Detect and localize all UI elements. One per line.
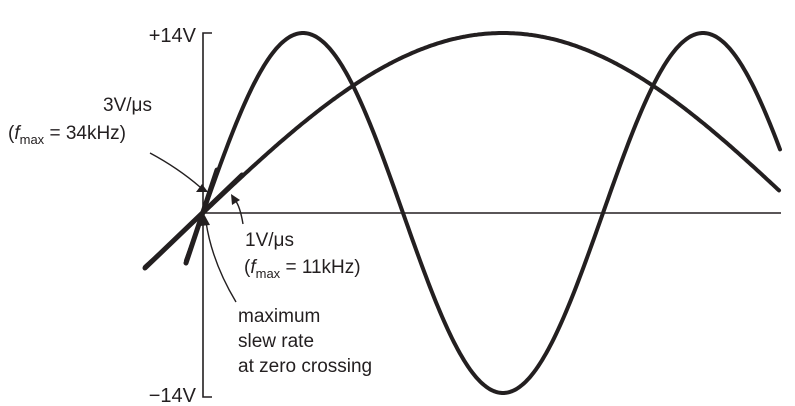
slow-fmax-subscript: max bbox=[256, 266, 281, 281]
fast-fmax-open-paren: ( bbox=[8, 123, 15, 144]
slow-slew-rate-label: 1V/μs bbox=[245, 230, 294, 251]
bottom-voltage-label: −14V bbox=[149, 385, 197, 406]
arrowhead-3v-per-us bbox=[196, 184, 208, 192]
arrow-3v-per-us bbox=[149, 152, 201, 188]
slow-fmax-label: (fmax = 11kHz) bbox=[244, 257, 361, 281]
tangent-1v-per-us bbox=[142, 172, 245, 271]
note-line-3: at zero crossing bbox=[238, 356, 372, 377]
slow-fmax-open-paren: ( bbox=[244, 257, 251, 278]
note-line-1: maximum bbox=[238, 306, 320, 327]
top-voltage-label: +14V bbox=[149, 25, 197, 47]
slow-fmax-f-symbol: f bbox=[250, 257, 257, 278]
note-line-2: slew rate bbox=[238, 331, 314, 352]
fast-slew-rate-label: 3V/μs bbox=[103, 95, 152, 116]
slow-fmax-value: = 11kHz) bbox=[280, 257, 360, 278]
fast-fmax-label: (fmax = 34kHz) bbox=[8, 123, 126, 147]
arrow-zero-crossing bbox=[205, 221, 237, 303]
fast-fmax-subscript: max bbox=[20, 132, 45, 147]
fast-fmax-value: = 34kHz) bbox=[44, 123, 126, 144]
high-frequency-sine-wave bbox=[184, 31, 782, 395]
arrowhead-zero-crossing bbox=[200, 214, 210, 226]
arrow-1v-per-us bbox=[234, 199, 244, 225]
arrowhead-1v-per-us bbox=[231, 194, 240, 205]
fast-fmax-f-symbol: f bbox=[14, 123, 21, 144]
low-frequency-sine-wave bbox=[143, 31, 781, 269]
